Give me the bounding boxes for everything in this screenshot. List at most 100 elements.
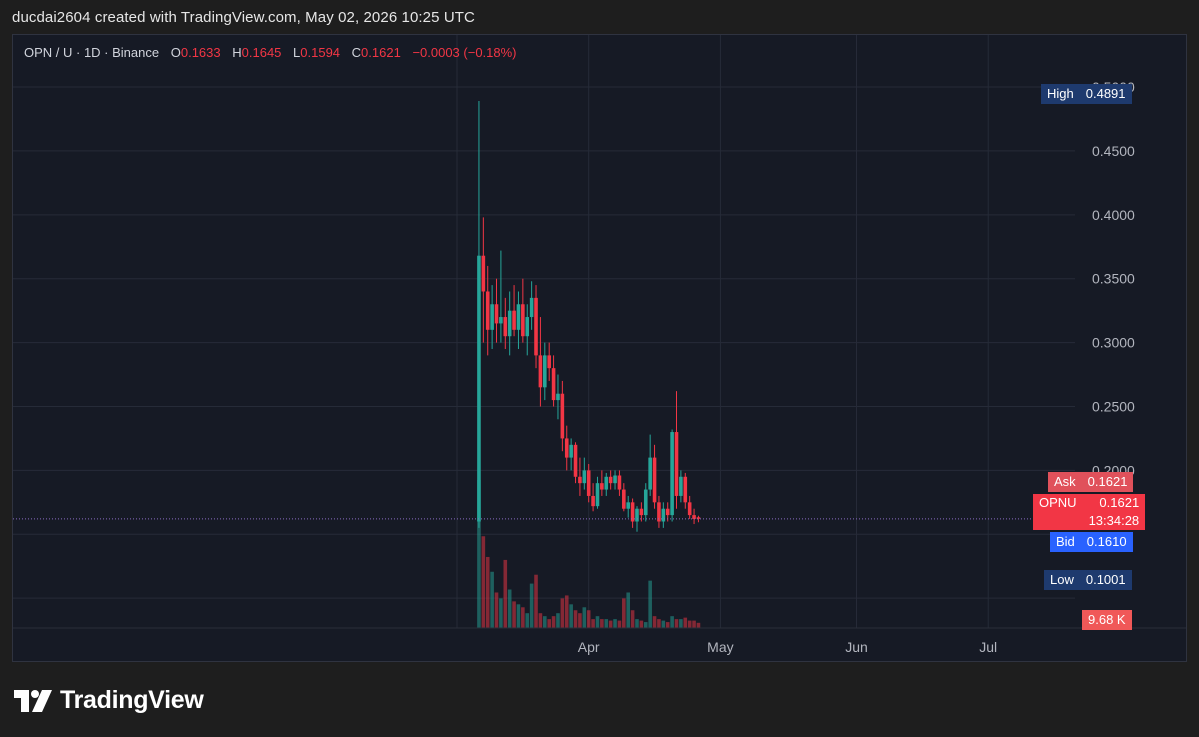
y-tick-label: 0.4500 (1092, 143, 1135, 159)
candle-body (547, 355, 551, 369)
price-chart[interactable]: 0.50000.45000.40000.35000.30000.25000.20… (13, 35, 1186, 661)
volume-bar (630, 610, 635, 628)
candle-body (569, 444, 573, 458)
volume-bar (586, 610, 591, 628)
volume-bar (569, 604, 573, 628)
volume-bar (556, 613, 560, 628)
plot-background (13, 35, 1186, 661)
low-tag-label: Low (1050, 572, 1074, 587)
volume-bar (516, 604, 521, 628)
open-label: O (170, 45, 181, 60)
volume-bar (525, 613, 530, 628)
candle-body (670, 432, 674, 516)
volume-bar (547, 619, 551, 628)
tradingview-logo[interactable]: TradingView (14, 686, 204, 715)
volume-bar (687, 620, 692, 628)
ask-tag-label: Ask (1054, 474, 1076, 489)
chart-panel[interactable]: 0.50000.45000.40000.35000.30000.25000.20… (12, 34, 1187, 662)
candle-body (477, 255, 481, 522)
candle-body (591, 495, 595, 507)
y-tick-label: 0.4000 (1092, 207, 1135, 223)
volume-bar (481, 536, 486, 628)
volume-bar (490, 571, 494, 628)
low-value: 0.1594 (300, 45, 341, 60)
volume-bar (661, 620, 666, 628)
volume-bar (578, 613, 582, 628)
candle-body (652, 457, 657, 503)
candle-body (481, 255, 486, 292)
volume-bar (529, 583, 534, 628)
candle-body (573, 444, 578, 477)
brand-name: TradingView (60, 686, 204, 714)
candle-body (639, 508, 644, 516)
x-tick-label: Apr (578, 639, 600, 655)
candle-body (648, 457, 652, 490)
volume-bar (604, 619, 609, 628)
bid-tag-label: Bid (1056, 534, 1075, 549)
low-price-tag: Low 0.1001 (1044, 570, 1132, 590)
volume-bar (595, 616, 600, 628)
low-label: L (293, 45, 301, 60)
candle-body (560, 393, 565, 439)
candle-body (529, 297, 534, 318)
candle-body (687, 502, 692, 516)
candle-body (490, 304, 494, 330)
candle-body (525, 317, 530, 337)
symbol-tag-label: OPNU (1039, 495, 1077, 510)
candle-body (516, 304, 521, 330)
candle-body (608, 476, 613, 484)
volume-bar (503, 559, 508, 628)
volume-bar (591, 619, 595, 628)
candle-body (494, 304, 499, 324)
volume-bar (622, 598, 626, 628)
change-value: −0.0003 (−0.18%) (412, 45, 517, 60)
candle-body (512, 310, 516, 330)
volume-bar (613, 619, 617, 628)
candle-body (507, 310, 512, 337)
bar-countdown: 13:34:28 (1088, 513, 1140, 528)
candle-body (564, 438, 569, 458)
volume-bar (692, 620, 696, 628)
volume-bar (643, 622, 648, 628)
symbol-label[interactable]: OPN / U · 1D · Binance (24, 45, 160, 60)
high-label: H (232, 45, 242, 60)
candle-body (657, 502, 661, 522)
candle-body (674, 432, 679, 496)
volume-bar (582, 607, 587, 628)
high-price-tag: High 0.4891 (1041, 84, 1132, 104)
candle-body (643, 489, 648, 516)
candle-body (556, 393, 560, 401)
high-tag-label: High (1047, 86, 1074, 101)
volume-bar (639, 620, 644, 628)
last-tag-value: 0.1621 (1099, 495, 1140, 510)
candle-body (665, 508, 670, 516)
volume-bar (600, 619, 604, 628)
candle-body (485, 291, 490, 330)
close-label: C (351, 45, 362, 60)
candle-body (617, 475, 622, 490)
candle-body (499, 317, 503, 324)
candle-body (582, 470, 587, 484)
tradingview-logo-icon (14, 689, 52, 712)
volume-bar (657, 619, 661, 628)
bid-price-tag: Bid 0.1610 (1050, 532, 1133, 552)
candle-body (534, 297, 538, 356)
volume-bar (543, 616, 547, 628)
volume-bar (499, 598, 503, 628)
volume-bar (626, 592, 631, 628)
candle-body (600, 483, 604, 490)
x-tick-label: May (707, 639, 733, 655)
candle-body (521, 304, 525, 337)
volume-bar (670, 616, 674, 628)
volume-bar (665, 622, 670, 628)
volume-bar (635, 619, 639, 628)
close-value: 0.1621 (361, 45, 401, 60)
high-value: 0.1645 (241, 45, 282, 60)
y-tick-label: 0.3500 (1092, 271, 1135, 287)
ask-price-tag: Ask 0.1621 (1048, 472, 1134, 492)
volume-bar (521, 607, 525, 628)
candle-body (586, 470, 591, 496)
candle-body (696, 517, 701, 519)
last-price-tag: OPNU 0.1621 13:34:28 (1033, 494, 1146, 530)
candle-body (551, 368, 556, 401)
